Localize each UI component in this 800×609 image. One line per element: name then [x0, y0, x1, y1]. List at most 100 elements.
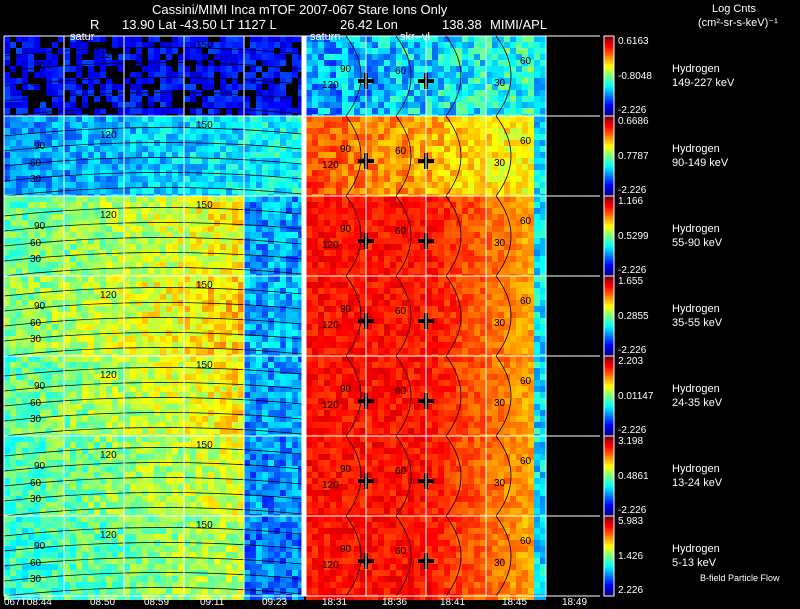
- colorbar-segment: [604, 110, 614, 113]
- colorbar-segment: [604, 198, 614, 201]
- colorbar-segment: [604, 48, 614, 51]
- colorbar-segment: [604, 46, 614, 49]
- colorbar-segment: [604, 128, 614, 131]
- colorbar-min: -2.226: [618, 425, 647, 436]
- colorbar-segment: [604, 356, 614, 359]
- colorbar-segment: [604, 374, 614, 377]
- colorbar-segment: [604, 194, 614, 197]
- colorbar-segment: [604, 196, 614, 199]
- colorbar-segment: [604, 448, 614, 451]
- colorbar-segment: [604, 280, 614, 283]
- colorbar-segment: [604, 322, 614, 325]
- colorbar-segment: [604, 568, 614, 571]
- colorbar-segment: [604, 476, 614, 479]
- colorbar-segment: [604, 502, 614, 505]
- colorbar-segment: [604, 534, 614, 537]
- colorbar-segment: [604, 442, 614, 445]
- colorbar-segment: [604, 474, 614, 477]
- colorbar-segment: [604, 40, 614, 43]
- species-label: Hydrogen: [672, 543, 720, 555]
- colorbar-segment: [604, 150, 614, 153]
- colorbar-segment: [604, 130, 614, 133]
- colorbar-segment: [604, 520, 614, 523]
- species-label: Hydrogen: [672, 223, 720, 235]
- contour-label: 30: [30, 574, 42, 585]
- colorbar-segment: [604, 350, 614, 353]
- colorbar-segment: [604, 124, 614, 127]
- colorbar-segment: [604, 416, 614, 419]
- species-label: Hydrogen: [672, 143, 720, 155]
- colorbar-max: 0.6686: [618, 116, 649, 127]
- colorbar-segment: [604, 290, 614, 293]
- colorbar-segment: [604, 254, 614, 257]
- colorbar-segment: [604, 274, 614, 277]
- colorbar-segment: [604, 158, 614, 161]
- colorbar-segment: [604, 56, 614, 59]
- colorbar-segment: [604, 362, 614, 365]
- colorbar-segment: [604, 168, 614, 171]
- colorbar-segment: [604, 146, 614, 149]
- colorbar-segment: [604, 482, 614, 485]
- contour-label: 150: [196, 280, 213, 291]
- colorbar-mid: 0.7787: [618, 151, 649, 162]
- colorbar-segment: [604, 532, 614, 535]
- contour-label: 90: [34, 461, 46, 472]
- contour-label: 60: [30, 398, 42, 409]
- colorbar-segment: [604, 144, 614, 147]
- colorbar-segment: [604, 204, 614, 207]
- colorbar-segment: [604, 178, 614, 181]
- contour-label: 60: [30, 558, 42, 569]
- colorbar-segment: [604, 396, 614, 399]
- colorbar-segment: [604, 238, 614, 241]
- colorbar-mid: 0.01147: [618, 391, 654, 402]
- contour-label: 60: [30, 238, 42, 249]
- lon-value: 26.42 Lon: [340, 17, 398, 32]
- colorbar-segment: [604, 418, 614, 421]
- colorbar-segment: [604, 256, 614, 259]
- colorbar-min: -2.226: [618, 265, 647, 276]
- colorbar-segment: [604, 298, 614, 301]
- colorbar-segment: [604, 446, 614, 449]
- colorbar-segment: [604, 392, 614, 395]
- colorbar-segment: [604, 206, 614, 209]
- colorbar-segment: [604, 430, 614, 433]
- colorbar-segment: [604, 352, 614, 355]
- colorbar-segment: [604, 472, 614, 475]
- colorbar-segment: [604, 434, 614, 437]
- colorbar-segment: [604, 210, 614, 213]
- colorbar-segment: [604, 224, 614, 227]
- contour-label: 120: [100, 450, 117, 461]
- colorbar-segment: [604, 212, 614, 215]
- colorbar-segment: [604, 462, 614, 465]
- colorbar-segment: [604, 202, 614, 205]
- colorbar-segment: [604, 288, 614, 291]
- colorbar-segment: [604, 310, 614, 313]
- time-tick-label: 18:31: [322, 597, 348, 608]
- colorbar-segment: [604, 64, 614, 67]
- colorbar-max: 3.198: [618, 436, 644, 447]
- colorbar-segment: [604, 516, 614, 519]
- contour-label: 90: [340, 224, 352, 235]
- colorbar-segment: [604, 36, 614, 39]
- colorbar-mid: -0.8048: [618, 71, 652, 82]
- colorbar-segment: [604, 390, 614, 393]
- colorbar-segment: [604, 514, 614, 517]
- colorbar-segment: [604, 548, 614, 551]
- colorbar-segment: [604, 364, 614, 367]
- energy-label: 55-90 keV: [672, 237, 723, 249]
- colorbar-segment: [604, 546, 614, 549]
- colorbar-segment: [604, 106, 614, 109]
- colorbar-segment: [604, 554, 614, 557]
- contour-label: 150: [196, 40, 213, 51]
- colorbar-segment: [604, 302, 614, 305]
- contour-label: 120: [100, 530, 117, 541]
- colorbar-segment: [604, 348, 614, 351]
- colorbar-segment: [604, 480, 614, 483]
- colorbar-segment: [604, 98, 614, 101]
- colorbar-segment: [604, 496, 614, 499]
- time-tick-label: 18:41: [440, 597, 466, 608]
- colorbar-segment: [604, 220, 614, 223]
